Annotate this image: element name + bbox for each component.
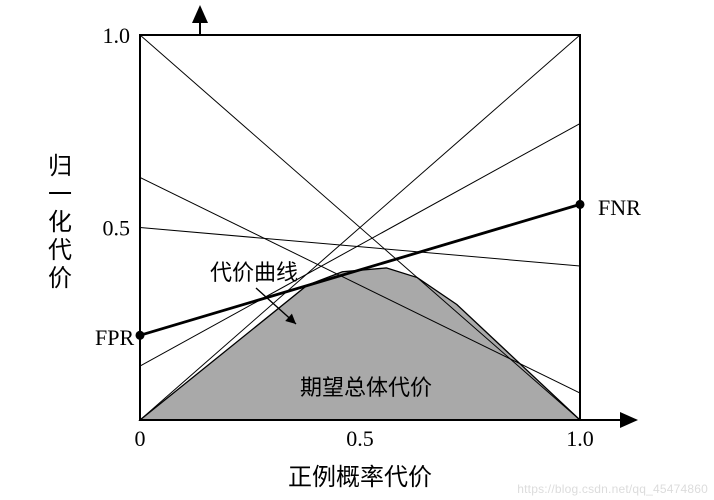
curve-label: 代价曲线: [210, 260, 298, 285]
chart-bg: [0, 0, 714, 500]
area-label: 期望总体代价: [300, 375, 432, 400]
y-axis-label-char: 化: [48, 209, 72, 236]
y-axis-label-char: 归: [48, 153, 72, 180]
y-tick-label: 1.0: [103, 23, 131, 48]
fnr-point: [576, 200, 585, 209]
fpr-label: FPR: [95, 325, 134, 350]
x-axis-label: 正例概率代价: [288, 464, 432, 491]
y-axis-label-char: 一: [48, 182, 72, 208]
x-tick-label: 0: [135, 426, 146, 451]
y-tick-label: 0.5: [103, 216, 131, 241]
fpr-point: [136, 331, 145, 340]
x-tick-label: 1.0: [566, 426, 594, 451]
y-axis-label-char: 价: [48, 266, 72, 292]
y-axis-label-char: 代: [48, 237, 72, 264]
chart-svg: 0 0.5 1.0 0.5 1.0 正例概率代价 FPR FNR 代价曲线期望总体代价 归一化代价: [0, 0, 714, 500]
x-tick-label: 0.5: [346, 426, 374, 451]
cost-curve-chart: 0 0.5 1.0 0.5 1.0 正例概率代价 FPR FNR 代价曲线期望总体代价 归一化代价: [0, 0, 714, 500]
fnr-label: FNR: [598, 195, 641, 220]
